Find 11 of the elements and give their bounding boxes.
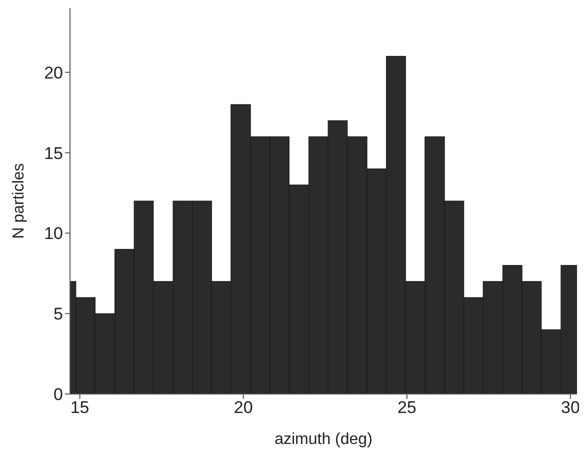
x-tick-label: 25	[397, 398, 416, 418]
x-tick-label: 30	[560, 398, 580, 418]
y-tick-label: 15	[44, 144, 63, 163]
y-axis-title: N particles	[10, 163, 28, 239]
y-tick-label: 20	[44, 63, 63, 82]
y-tick-label: 0	[54, 385, 63, 404]
y-tick-label: 5	[54, 304, 63, 324]
y-tick-label: 10	[44, 224, 63, 244]
x-tick-label: 15	[70, 398, 90, 418]
x-tick-label: 20	[234, 398, 253, 418]
x-axis-title: azimuth (deg)	[274, 431, 372, 448]
